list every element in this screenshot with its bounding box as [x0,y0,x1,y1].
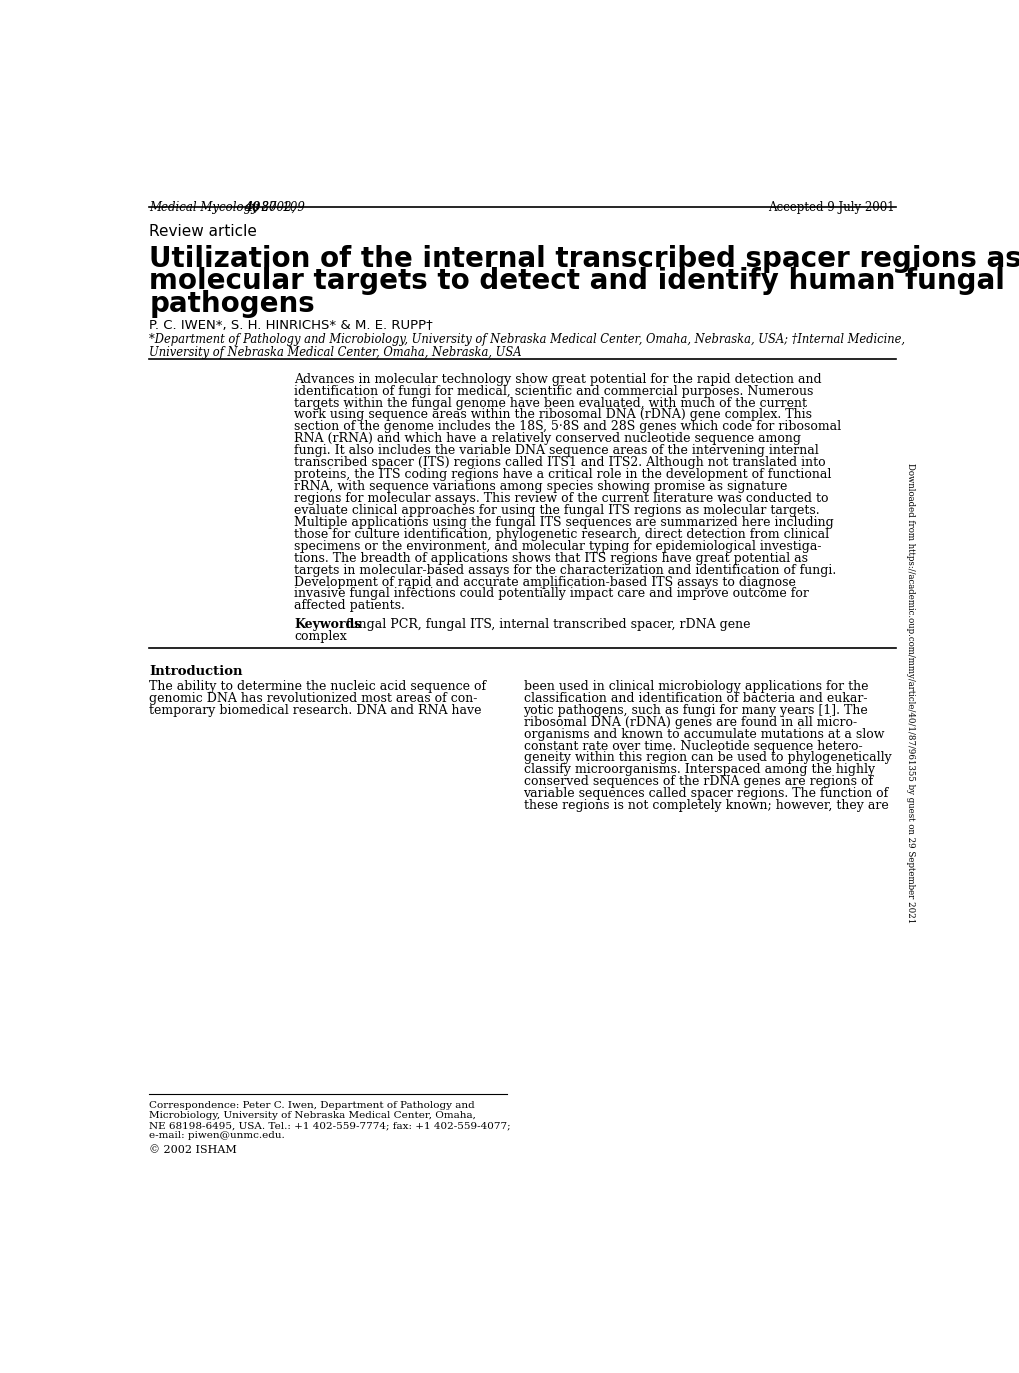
Text: transcribed spacer (ITS) regions called ITS1 and ITS2. Although not translated i: transcribed spacer (ITS) regions called … [293,456,825,470]
Text: these regions is not completely known; however, they are: these regions is not completely known; h… [523,799,888,813]
Text: conserved sequences of the rDNA genes are regions of: conserved sequences of the rDNA genes ar… [523,776,872,788]
Text: rRNA, with sequence variations among species showing promise as signature: rRNA, with sequence variations among spe… [293,481,787,493]
Text: Utilization of the internal transcribed spacer regions as: Utilization of the internal transcribed … [149,244,1019,273]
Text: RNA (rRNA) and which have a relatively conserved nucleotide sequence among: RNA (rRNA) and which have a relatively c… [293,432,800,445]
Text: pathogens: pathogens [149,290,315,317]
Text: molecular targets to detect and identify human fungal: molecular targets to detect and identify… [149,268,1004,295]
Text: e-mail: piwen@unmc.edu.: e-mail: piwen@unmc.edu. [149,1131,284,1140]
Text: Multiple applications using the fungal ITS sequences are summarized here includi: Multiple applications using the fungal I… [293,516,834,529]
Text: genomic DNA has revolutionized most areas of con-: genomic DNA has revolutionized most area… [149,692,477,704]
Text: Accepted 9 July 2001: Accepted 9 July 2001 [767,200,894,214]
Text: Keywords: Keywords [293,618,361,632]
Text: *Department of Pathology and Microbiology, University of Nebraska Medical Center: *Department of Pathology and Microbiolog… [149,334,904,346]
Text: complex: complex [293,630,346,643]
Text: evaluate clinical approaches for using the fungal ITS regions as molecular targe: evaluate clinical approaches for using t… [293,504,819,518]
Text: Development of rapid and accurate amplification-based ITS assays to diagnose: Development of rapid and accurate amplif… [293,575,795,589]
Text: regions for molecular assays. This review of the current literature was conducte: regions for molecular assays. This revie… [293,492,827,505]
Text: University of Nebraska Medical Center, Omaha, Nebraska, USA: University of Nebraska Medical Center, O… [149,346,521,358]
Text: Advances in molecular technology show great potential for the rapid detection an: Advances in molecular technology show gr… [293,372,821,386]
Text: geneity within this region can be used to phylogenetically: geneity within this region can be used t… [523,751,891,765]
Text: classify microorganisms. Interspaced among the highly: classify microorganisms. Interspaced amo… [523,763,874,777]
Text: variable sequences called spacer regions. The function of: variable sequences called spacer regions… [523,787,888,800]
Text: Microbiology, University of Nebraska Medical Center, Omaha,: Microbiology, University of Nebraska Med… [149,1111,476,1120]
Text: 40: 40 [245,200,261,214]
Text: Downloaded from https://academic.oup.com/mmy/article/40/1/87/961355 by guest on : Downloaded from https://academic.oup.com… [905,463,914,923]
Text: targets within the fungal genome have been evaluated, with much of the current: targets within the fungal genome have be… [293,397,806,409]
Text: Introduction: Introduction [149,666,243,678]
Text: fungal PCR, fungal ITS, internal transcribed spacer, rDNA gene: fungal PCR, fungal ITS, internal transcr… [338,618,750,632]
Text: classification and identification of bacteria and eukar-: classification and identification of bac… [523,692,866,704]
Text: temporary biomedical research. DNA and RNA have: temporary biomedical research. DNA and R… [149,704,481,717]
Text: fungi. It also includes the variable DNA sequence areas of the intervening inter: fungi. It also includes the variable DNA… [293,445,818,457]
Text: yotic pathogens, such as fungi for many years [1]. The: yotic pathogens, such as fungi for many … [523,704,867,717]
Text: work using sequence areas within the ribosomal DNA (rDNA) gene complex. This: work using sequence areas within the rib… [293,408,811,422]
Text: Medical Mycology 2002,: Medical Mycology 2002, [149,200,299,214]
Text: invasive fungal infections could potentially impact care and improve outcome for: invasive fungal infections could potenti… [293,588,808,600]
Text: , 87–109: , 87–109 [254,200,305,214]
Text: specimens or the environment, and molecular typing for epidemiological investiga: specimens or the environment, and molecu… [293,540,821,553]
Text: identification of fungi for medical, scientific and commercial purposes. Numerou: identification of fungi for medical, sci… [293,384,813,398]
Text: targets in molecular-based assays for the characterization and identification of: targets in molecular-based assays for th… [293,564,836,577]
Text: been used in clinical microbiology applications for the: been used in clinical microbiology appli… [523,680,867,693]
Text: affected patients.: affected patients. [293,600,405,612]
Text: NE 68198-6495, USA. Tel.: +1 402-559-7774; fax: +1 402-559-4077;: NE 68198-6495, USA. Tel.: +1 402-559-777… [149,1122,511,1130]
Text: organisms and known to accumulate mutations at a slow: organisms and known to accumulate mutati… [523,728,883,740]
Text: proteins, the ITS coding regions have a critical role in the development of func: proteins, the ITS coding regions have a … [293,468,830,481]
Text: tions. The breadth of applications shows that ITS regions have great potential a: tions. The breadth of applications shows… [293,552,807,564]
Text: ribosomal DNA (rDNA) genes are found in all micro-: ribosomal DNA (rDNA) genes are found in … [523,715,856,729]
Text: Correspondence: Peter C. Iwen, Department of Pathology and: Correspondence: Peter C. Iwen, Departmen… [149,1101,475,1111]
Text: © 2002 ISHAM: © 2002 ISHAM [149,1145,236,1155]
Text: constant rate over time. Nucleotide sequence hetero-: constant rate over time. Nucleotide sequ… [523,740,861,752]
Text: Review article: Review article [149,224,257,239]
Text: section of the genome includes the 18S, 5·8S and 28S genes which code for riboso: section of the genome includes the 18S, … [293,420,841,434]
Text: those for culture identification, phylogenetic research, direct detection from c: those for culture identification, phylog… [293,527,828,541]
Text: P. C. IWEN*, S. H. HINRICHS* & M. E. RUPP†: P. C. IWEN*, S. H. HINRICHS* & M. E. RUP… [149,319,432,332]
Text: The ability to determine the nucleic acid sequence of: The ability to determine the nucleic aci… [149,680,486,693]
